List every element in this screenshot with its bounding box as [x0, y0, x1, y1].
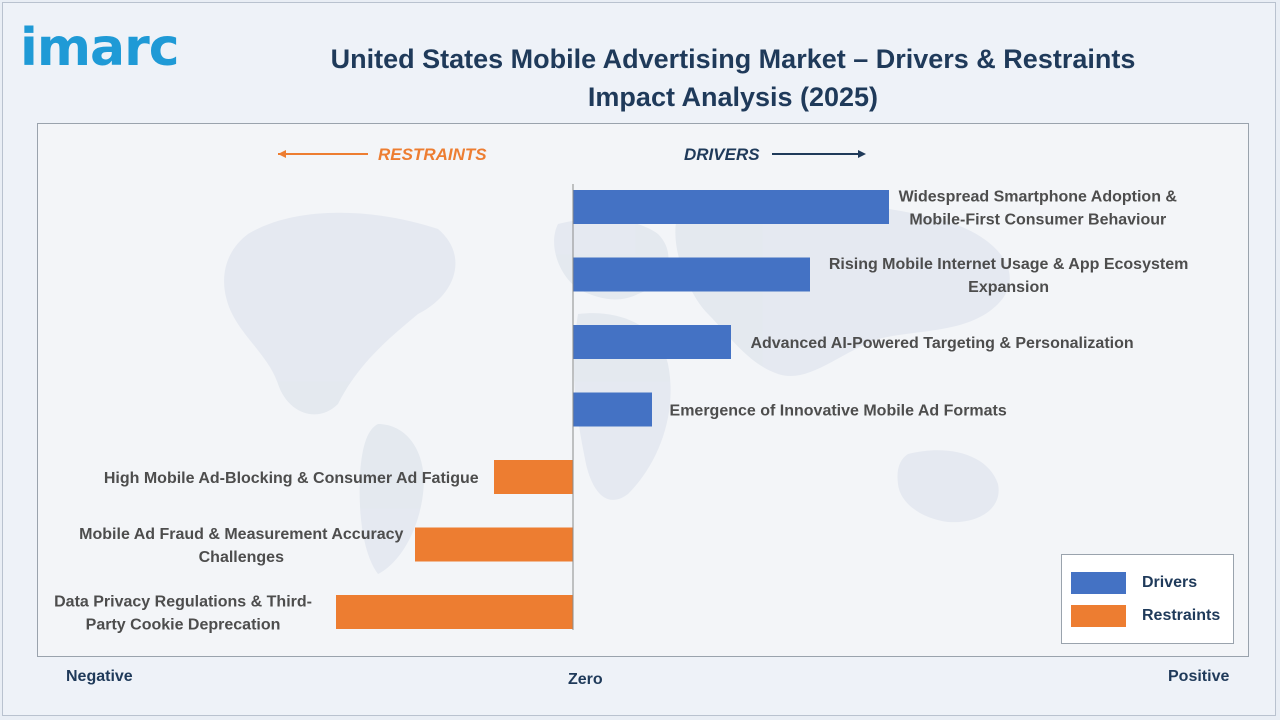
zero-axis-label: Zero: [568, 671, 603, 688]
category-label-4: High Mobile Ad-Blocking & Consumer Ad Fa…: [104, 470, 479, 487]
legend-item-drivers: Drivers: [1071, 572, 1197, 594]
bar-restraints-5: [415, 527, 573, 562]
category-label-2: Advanced AI-Powered Targeting & Personal…: [750, 335, 1133, 352]
legend-swatch-restraints: [1071, 605, 1126, 627]
bar-restraints-4: [494, 460, 573, 494]
category-label-5: Mobile Ad Fraud & Measurement Accuracy Ch…: [79, 526, 403, 566]
bar-drivers-3: [573, 392, 652, 427]
legend-swatch-drivers: [1071, 572, 1126, 594]
legend-item-restraints: Restraints: [1071, 605, 1220, 627]
category-label-0: Widespread Smartphone Adoption & Mobile-F…: [899, 189, 1178, 229]
bar-drivers-2: [573, 325, 731, 359]
legend-label-restraints: Restraints: [1142, 607, 1221, 624]
chart-title: United States Mobile Advertising Market …: [330, 44, 1136, 112]
restraints-direction-label: RESTRAINTS: [378, 145, 487, 164]
drivers-direction-label: DRIVERS: [684, 145, 760, 164]
legend: Drivers Restraints: [1061, 554, 1234, 644]
plot-area: RESTRAINTS DRIVERS Widespread Smartphone…: [37, 123, 1249, 657]
chart-svg: RESTRAINTS DRIVERS Widespread Smartphone…: [54, 145, 1188, 634]
bars-layer: Widespread Smartphone Adoption & Mobile-F…: [54, 189, 1188, 634]
bar-restraints-6: [336, 595, 573, 629]
category-label-3: Emergence of Innovative Mobile Ad Format…: [670, 403, 1007, 420]
legend-label-drivers: Drivers: [1142, 574, 1198, 591]
drivers-arrowhead: [858, 150, 866, 158]
category-label-6: Data Privacy Regulations & Third-Party C…: [54, 594, 312, 634]
positive-axis-label: Positive: [1168, 668, 1230, 685]
bar-drivers-1: [573, 257, 810, 292]
negative-axis-label: Negative: [66, 668, 133, 685]
bar-drivers-0: [573, 190, 889, 224]
restraints-arrowhead: [278, 150, 286, 158]
imarc-logo: imarc: [20, 18, 180, 78]
category-label-1: Rising Mobile Internet Usage & App Ecosy…: [829, 256, 1188, 296]
